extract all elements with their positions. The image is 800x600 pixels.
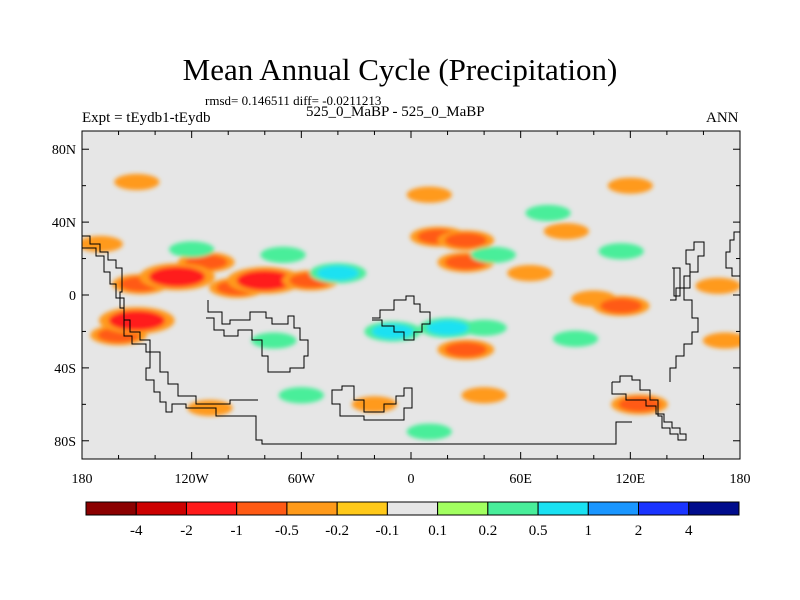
colorbar-box (688, 501, 740, 516)
x-tick-label: 60W (288, 472, 316, 487)
anomaly-patch (412, 188, 447, 201)
anomaly-patch (257, 334, 291, 347)
anomaly-patch (600, 298, 643, 314)
coastline-east-asia (669, 241, 705, 382)
coastline-americas-east (82, 247, 258, 405)
coastline-asia (372, 295, 431, 341)
chart-title: Mean Annual Cycle (Precipitation) (182, 52, 618, 87)
colorbar-box (135, 501, 187, 516)
x-tick-label: 180 (72, 472, 93, 487)
anomaly-patch (236, 270, 293, 291)
colorbar-label: -4 (130, 523, 143, 539)
coastline-africa (206, 300, 309, 373)
colorbar-box (85, 501, 137, 516)
anomaly-patch (266, 248, 300, 261)
colorbar-label: 0.1 (428, 523, 447, 539)
anomaly-patch (149, 266, 206, 287)
anomaly-patch (120, 176, 154, 189)
x-tick-label: 120W (175, 472, 210, 487)
y-tick-label: 80N (52, 143, 76, 158)
anomaly-patch (558, 332, 593, 345)
continent-outlines (82, 231, 740, 445)
coastline-pacific-east (725, 231, 740, 277)
season-label: ANN (706, 110, 739, 126)
anomaly-patch (618, 396, 661, 412)
anomaly-patch (549, 225, 584, 238)
anomaly-patch (531, 207, 565, 219)
anomaly-patch (613, 179, 648, 192)
colorbar-label: 1 (585, 523, 593, 539)
y-tick-label: 40N (52, 216, 76, 231)
coastline-east-asia-inner (672, 267, 681, 297)
y-tick-label: 40S (54, 362, 76, 377)
colorbar-box (638, 501, 690, 516)
colorbar-box (487, 501, 539, 516)
colorbar-label: -0.1 (376, 523, 400, 539)
anomaly-patch (513, 267, 547, 280)
anomaly-patch (174, 243, 209, 256)
colorbar-box (587, 501, 640, 516)
experiment-label: Expt = tEydb1-tEydb (82, 110, 211, 126)
case-label: 525_0_MaBP - 525_0_MaBP (306, 104, 485, 120)
anomaly-patch (467, 389, 501, 402)
anomaly-patch (467, 321, 501, 334)
x-tick-label: 60E (509, 472, 532, 487)
anomaly-patch (426, 320, 469, 336)
anomaly-patch (708, 334, 740, 347)
colorbar-label: 4 (685, 523, 693, 539)
colorbar-label: -0.2 (325, 523, 349, 539)
y-tick-label: 0 (69, 289, 76, 304)
colorbar-label: -0.5 (275, 523, 299, 539)
colorbar-box (286, 501, 338, 516)
colorbar-box (336, 501, 388, 516)
coastline-australia (611, 375, 687, 441)
anomaly-patch (412, 425, 447, 438)
anomaly-patch (284, 389, 319, 402)
anomaly-patch (371, 323, 414, 339)
anomaly-patch (701, 279, 735, 292)
stats-label: rmsd= 0.146511 diff= -0.0211213 (205, 93, 382, 108)
colorbar-label: 0.2 (478, 523, 497, 539)
anomaly-patch (476, 248, 511, 261)
colorbar-box (386, 501, 439, 516)
coastline-indonesia (331, 385, 413, 421)
coastline-americas-west (82, 235, 632, 445)
anomaly-patch (604, 245, 638, 258)
anomaly-patch (316, 265, 359, 281)
colorbar-box (537, 501, 589, 516)
x-tick-label: 180 (730, 472, 751, 487)
anomaly-patch (444, 232, 487, 248)
colorbar-label: -2 (180, 523, 193, 539)
colorbar-box (236, 501, 288, 516)
x-tick-label: 120E (616, 472, 646, 487)
anomaly-patch (444, 342, 487, 358)
x-tick-label: 0 (408, 472, 415, 487)
y-tick-label: 80S (54, 435, 76, 450)
colorbar-label: 2 (635, 523, 643, 539)
anomaly-patch (108, 310, 165, 331)
colorbar-label: -1 (230, 523, 243, 539)
colorbar-label: 0.5 (529, 523, 548, 539)
colorbar-box (185, 501, 238, 516)
colorbar-box (437, 501, 489, 516)
anomaly-patch (357, 398, 392, 411)
